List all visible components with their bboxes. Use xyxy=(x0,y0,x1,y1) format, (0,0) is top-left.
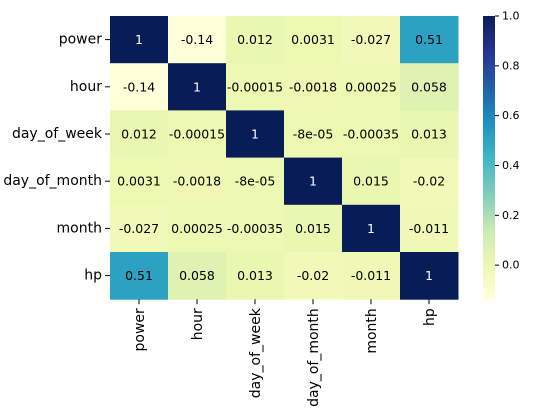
heatmap-cell-day_of_month-power xyxy=(110,157,169,206)
heatmap-cell-day_of_month-hp xyxy=(400,157,459,206)
heatmap-cell-day_of_week-hp xyxy=(400,110,459,159)
y-tick-label: day_of_week xyxy=(12,126,103,142)
heatmap-cell-value: -0.02 xyxy=(413,174,445,189)
heatmap-cell-value: 0.00025 xyxy=(171,221,223,236)
heatmap-cell-month-power xyxy=(110,204,169,253)
heatmap-cell-value: -0.00035 xyxy=(343,127,399,142)
colorbar-tick-label: 0.6 xyxy=(502,109,520,122)
heatmap-cell-value: 0.015 xyxy=(295,221,331,236)
heatmap-cell-month-hour xyxy=(168,204,227,253)
colorbar-tick-label: 1.0 xyxy=(502,10,520,23)
heatmap-cell-hour-day_of_week xyxy=(226,63,285,111)
heatmap-cells xyxy=(110,16,459,300)
heatmap-cell-value: -0.02 xyxy=(297,268,329,283)
heatmap-cell-value: 1 xyxy=(367,221,375,236)
y-tick-label: power xyxy=(59,32,103,48)
x-tick-label: hour xyxy=(190,308,206,340)
heatmap-cell-day_of_month-day_of_month xyxy=(284,157,343,206)
heatmap-cell-value: -0.00015 xyxy=(227,79,283,94)
colorbar-tick-label: 0.8 xyxy=(502,59,520,72)
heatmap-cell-value: 1 xyxy=(135,32,143,47)
heatmap-cell-value: -8e-05 xyxy=(293,127,334,142)
colorbar-tick-label: 0.2 xyxy=(502,209,520,222)
heatmap-cell-hp-month xyxy=(342,252,401,300)
heatmap-cell-labels: 1 -0.14 0.012 0.0031 -0.027 0.51 -0.14 1 -0.0001… xyxy=(117,32,449,283)
y-tick-label: hour xyxy=(70,79,102,95)
heatmap-cell-value: 0.012 xyxy=(237,32,273,47)
heatmap-cell-power-month xyxy=(342,16,401,64)
heatmap-cell-value: 0.51 xyxy=(125,268,153,283)
x-tick-label: day_of_month xyxy=(306,308,322,407)
heatmap-cell-value: -0.027 xyxy=(351,32,391,47)
heatmap-cell-day_of_month-day_of_week xyxy=(226,157,285,206)
heatmap-cell-power-day_of_week xyxy=(226,16,285,64)
y-tick-label: hp xyxy=(84,268,102,284)
heatmap-cell-value: 0.51 xyxy=(415,32,443,47)
heatmap-cell-hp-hp xyxy=(400,252,459,300)
heatmap-cell-value: 0.058 xyxy=(179,268,215,283)
heatmap-col-labels: power hour day_of_week day_of_month month hp xyxy=(132,299,438,407)
x-tick-label: day_of_week xyxy=(248,307,264,398)
colorbar-tick-label: 0.4 xyxy=(502,159,520,172)
y-tick-label: day_of_month xyxy=(3,173,102,189)
heatmap-cell-value: 1 xyxy=(309,174,317,189)
heatmap-cell-hp-day_of_week xyxy=(226,252,285,300)
heatmap-cell-hp-hour xyxy=(168,252,227,300)
heatmap-cell-day_of_month-hour xyxy=(168,157,227,206)
heatmap-cell-value: 0.0031 xyxy=(291,32,335,47)
heatmap-cell-value: 0.0031 xyxy=(117,174,161,189)
heatmap-cell-power-hp xyxy=(400,16,459,64)
heatmap-cell-power-hour xyxy=(168,16,227,64)
heatmap-cell-hp-day_of_month xyxy=(284,252,343,300)
heatmap-cell-value: -0.00035 xyxy=(227,221,283,236)
y-tick-label: month xyxy=(57,220,102,236)
heatmap-cell-month-day_of_week xyxy=(226,204,285,253)
heatmap-cell-day_of_week-hour xyxy=(168,110,227,159)
heatmap-cell-value: -0.14 xyxy=(123,79,155,94)
x-tick-label: power xyxy=(132,308,148,352)
heatmap-cell-day_of_week-day_of_month xyxy=(284,110,343,159)
heatmap-cell-value: -0.027 xyxy=(119,221,159,236)
heatmap-cell-value: -0.011 xyxy=(351,268,391,283)
heatmap-cell-month-month xyxy=(342,204,401,253)
heatmap-cell-value: 0.013 xyxy=(411,127,447,142)
colorbar-ticks: 0.0 0.2 0.4 0.6 0.8 1.0 xyxy=(495,10,520,272)
heatmap-cell-hour-power xyxy=(110,63,169,111)
heatmap-cell-month-hp xyxy=(400,204,459,253)
heatmap-cell-value: -0.14 xyxy=(181,32,213,47)
heatmap-cell-value: 0.013 xyxy=(237,268,273,283)
heatmap-cell-value: 1 xyxy=(425,268,433,283)
heatmap-cell-value: 0.058 xyxy=(411,79,447,94)
heatmap-cell-value: -8e-05 xyxy=(235,174,276,189)
heatmap-cell-value: -0.00015 xyxy=(169,127,225,142)
colorbar-tick-label: 0.0 xyxy=(502,259,520,272)
heatmap-cell-value: -0.011 xyxy=(409,221,449,236)
heatmap-cell-value: 0.012 xyxy=(121,127,157,142)
heatmap-cell-power-power xyxy=(110,16,169,64)
heatmap-cell-value: 1 xyxy=(193,79,201,94)
heatmap-cell-day_of_week-power xyxy=(110,110,169,159)
heatmap-cell-month-day_of_month xyxy=(284,204,343,253)
heatmap-cell-value: 0.015 xyxy=(353,174,389,189)
x-tick-label: month xyxy=(364,308,380,353)
heatmap-cell-power-day_of_month xyxy=(284,16,343,64)
heatmap-cell-day_of_month-month xyxy=(342,157,401,206)
heatmap-cell-hour-day_of_month xyxy=(284,63,343,111)
colorbar xyxy=(483,16,495,300)
heatmap-cell-value: -0.0018 xyxy=(289,79,337,94)
heatmap-cell-day_of_week-month xyxy=(342,110,401,159)
heatmap-cell-value: -0.0018 xyxy=(173,174,221,189)
heatmap-cell-day_of_week-day_of_week xyxy=(226,110,285,159)
heatmap-cell-hour-month xyxy=(342,63,401,111)
heatmap-cell-hp-power xyxy=(110,252,169,300)
x-tick-label: hp xyxy=(422,308,438,326)
heatmap-cell-value: 0.00025 xyxy=(345,79,397,94)
heatmap-cell-hour-hp xyxy=(400,63,459,111)
heatmap-cell-hour-hour xyxy=(168,63,227,111)
heatmap-cell-value: 1 xyxy=(251,127,259,142)
